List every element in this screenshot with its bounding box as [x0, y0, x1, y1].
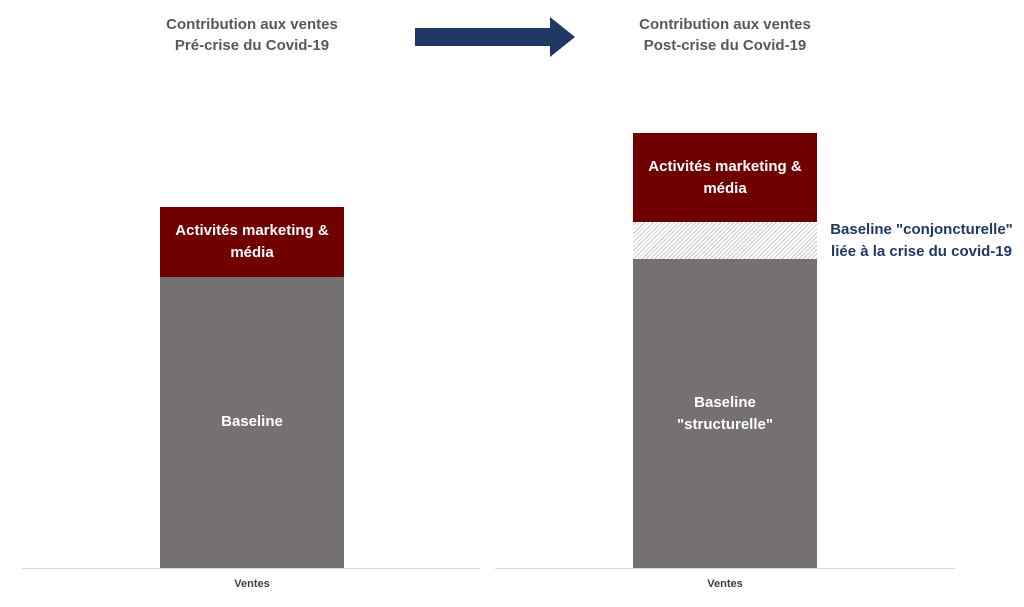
bar-segment: Activités marketing & média: [633, 133, 817, 223]
x-tick-label: Ventes: [234, 578, 270, 590]
chart-subtitle: Post-crise du Covid-19: [643, 37, 807, 54]
arrow-shape: [415, 17, 575, 57]
segment-label: Baseline "conjoncturelle" liée à la cris…: [830, 220, 1013, 260]
bar-segment: Baseline: [160, 276, 344, 568]
bar-segment: Baseline "structurelle": [633, 259, 817, 568]
segment-label: Activités marketing & média: [648, 157, 802, 197]
x-tick-label: Ventes: [707, 578, 743, 590]
bar-segment: [633, 222, 817, 260]
segment-label: Baseline: [221, 413, 283, 431]
segment-label: Activités marketing & média: [175, 221, 329, 261]
chart-title: Contribution aux ventes: [639, 16, 811, 33]
chart-subtitle: Pré-crise du Covid-19: [174, 37, 330, 54]
x-axis: [495, 568, 955, 569]
segment-label: Baseline "structurelle": [677, 393, 773, 433]
arrow: [415, 17, 575, 57]
chart-title: Contribution aux ventes: [166, 16, 338, 33]
x-axis: [22, 568, 480, 569]
bar-segment: Activités marketing & média: [160, 206, 344, 277]
